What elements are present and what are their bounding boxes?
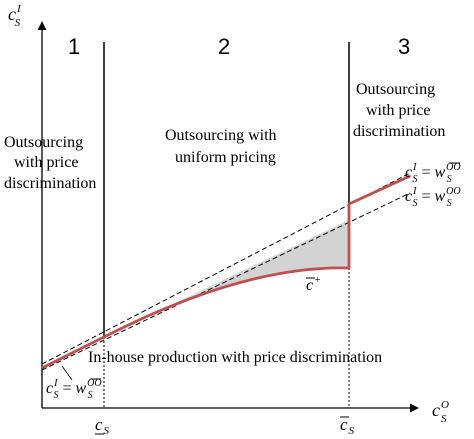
region-number-3: 3 [398,34,410,59]
region-1-label-line-3: discrimination [4,175,96,192]
svg-text:cS: cS [340,415,355,437]
in-house-region-label: In-house production with price discrimin… [88,349,382,366]
x-tick-c-overline: cS [340,415,355,437]
label-bottom-left-wbar: cI S = wOO S [46,365,102,401]
x-tick-c-underline: cS [95,415,110,437]
region-1-label-line-1: Outsourcing [4,134,83,151]
label-w-line: cI S = wOO S [405,186,461,209]
region-1-label-line-2: with price [14,154,78,171]
label-c-bar-plus: c+ [306,275,321,294]
region-number-1: 1 [68,34,80,59]
x-axis-label: cO S [432,399,449,425]
svg-text:cS: cS [95,415,110,437]
region-2-label-line-1: Outsourcing with [165,127,277,144]
region-3-label-line-2: with price [366,102,430,119]
region-3-label-line-1: Outsourcing [356,81,435,98]
region-number-2: 2 [218,34,230,59]
region-2-label-line-2: uniform pricing [175,149,276,166]
dashed-line-w [41,192,411,371]
region-3-label-line-3: discrimination [353,123,445,140]
red-boundary-curve [41,174,411,370]
y-axis-label: cI S [8,3,22,29]
svg-text:c+: c+ [306,275,321,294]
label-wbar-line: cI S = wOO S [405,162,461,185]
